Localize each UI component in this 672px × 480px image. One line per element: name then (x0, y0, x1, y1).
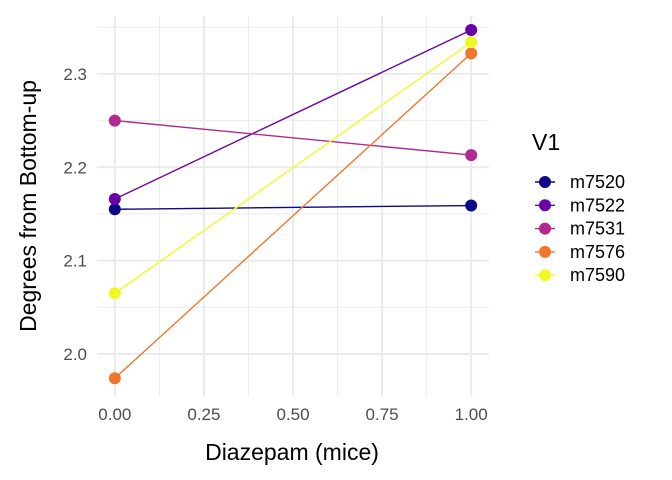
legend-label-m7531: m7531 (570, 219, 625, 239)
series-line-m7522 (114, 29, 472, 200)
series-line-m7590 (114, 41, 472, 294)
data-point-m7520 (465, 199, 478, 212)
y-axis-ticks: 2.0 2.1 2.2 2.3 (63, 65, 87, 364)
data-point-m7576 (465, 47, 478, 60)
x-axis-title: Diazepam (mice) (205, 439, 379, 465)
legend-label-m7590: m7590 (570, 265, 625, 285)
data-point-m7590 (108, 287, 121, 300)
x-tick-label: 0.00 (98, 405, 131, 424)
data-point-m7531 (108, 114, 121, 127)
y-axis-title: Degrees from Bottom-up (15, 80, 41, 332)
legend-label-m7520: m7520 (570, 172, 625, 192)
data-point-m7531 (465, 149, 478, 162)
x-tick-label: 0.50 (276, 405, 309, 424)
y-tick-label: 2.1 (63, 252, 87, 271)
legend-label-m7522: m7522 (570, 195, 625, 215)
legend-key-m7522 (539, 199, 551, 212)
data-point-m7590 (465, 36, 478, 49)
legend-key-m7576 (539, 245, 551, 258)
legend-key-m7520 (539, 176, 551, 188)
x-tick-label: 1.00 (455, 405, 488, 424)
data-point-m7520 (108, 203, 121, 216)
series-layer (108, 24, 478, 385)
y-tick-label: 2.0 (63, 345, 87, 364)
legend-key-m7531 (539, 222, 551, 235)
legend-key-m7590 (539, 269, 551, 282)
legend-title: V1 (532, 129, 560, 155)
x-axis-ticks: 0.00 0.25 0.50 0.75 1.00 (98, 405, 487, 424)
series-line-m7520 (114, 204, 472, 210)
x-tick-label: 0.75 (366, 405, 399, 424)
y-tick-label: 2.3 (63, 65, 87, 84)
legend-label-m7576: m7576 (570, 242, 625, 262)
series-line-m7531 (114, 119, 472, 156)
y-tick-label: 2.2 (63, 158, 87, 177)
series-line-m7576 (114, 52, 472, 379)
data-point-m7522 (465, 24, 478, 37)
x-tick-label: 0.25 (187, 405, 220, 424)
legend: V1 m7520 m7522 m7531 m7576 m7590 (532, 129, 625, 285)
data-point-m7522 (108, 192, 121, 205)
data-point-m7576 (108, 372, 121, 385)
